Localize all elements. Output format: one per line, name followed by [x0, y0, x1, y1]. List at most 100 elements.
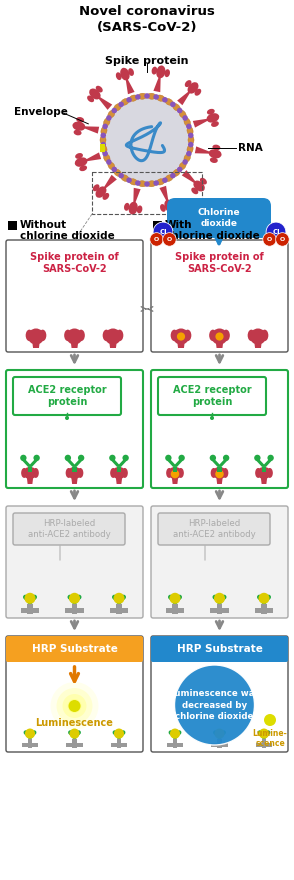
Ellipse shape [26, 330, 33, 341]
Ellipse shape [76, 117, 84, 122]
Circle shape [69, 700, 81, 712]
Text: RNA: RNA [238, 143, 263, 153]
Ellipse shape [103, 118, 110, 127]
Ellipse shape [147, 180, 156, 187]
Ellipse shape [100, 136, 106, 144]
Ellipse shape [76, 730, 81, 735]
Ellipse shape [113, 730, 117, 735]
Polygon shape [263, 734, 270, 738]
Circle shape [170, 101, 176, 107]
Ellipse shape [168, 595, 173, 599]
Ellipse shape [122, 455, 129, 461]
FancyBboxPatch shape [6, 370, 143, 488]
Ellipse shape [187, 127, 193, 136]
Ellipse shape [266, 595, 271, 599]
Polygon shape [95, 94, 112, 110]
Ellipse shape [211, 328, 228, 345]
Polygon shape [24, 734, 31, 738]
Polygon shape [173, 734, 181, 738]
Bar [72, 466, 77, 472]
Text: Without: Without [20, 220, 67, 230]
Ellipse shape [20, 455, 26, 461]
Circle shape [150, 232, 163, 246]
Circle shape [214, 729, 225, 738]
Bar [173, 466, 177, 472]
Polygon shape [28, 459, 39, 466]
Text: chlorine dioxide: chlorine dioxide [165, 231, 260, 241]
Bar [167, 743, 183, 747]
Polygon shape [110, 459, 121, 466]
Circle shape [69, 593, 80, 604]
Ellipse shape [77, 330, 85, 341]
Text: ACE2 receptor
protein: ACE2 receptor protein [173, 385, 251, 407]
Ellipse shape [267, 468, 273, 478]
Ellipse shape [129, 95, 138, 101]
Ellipse shape [156, 179, 165, 185]
Text: Spike protein of
SARS-CoV-2: Spike protein of SARS-CoV-2 [30, 252, 119, 275]
Bar [92, 172, 202, 214]
Ellipse shape [101, 144, 107, 154]
Polygon shape [218, 598, 226, 604]
Circle shape [126, 97, 132, 103]
Ellipse shape [68, 595, 72, 599]
Circle shape [169, 593, 181, 604]
Bar [116, 604, 121, 614]
Polygon shape [24, 598, 32, 604]
Bar [261, 604, 267, 614]
Circle shape [102, 123, 108, 129]
Ellipse shape [258, 730, 262, 735]
Ellipse shape [173, 104, 180, 111]
Ellipse shape [184, 118, 191, 127]
Polygon shape [173, 598, 181, 604]
Ellipse shape [177, 595, 182, 599]
Ellipse shape [165, 174, 173, 181]
Text: Luminescence: Luminescence [36, 718, 113, 728]
Ellipse shape [121, 99, 129, 106]
Ellipse shape [165, 99, 173, 106]
Ellipse shape [34, 455, 40, 461]
Bar [27, 604, 33, 614]
Circle shape [263, 232, 276, 246]
Text: HRP Substrate: HRP Substrate [31, 644, 117, 654]
Polygon shape [258, 734, 265, 738]
Ellipse shape [137, 205, 142, 213]
Circle shape [177, 107, 183, 114]
Ellipse shape [184, 330, 191, 341]
Polygon shape [69, 734, 76, 738]
Ellipse shape [152, 67, 157, 75]
Ellipse shape [223, 455, 229, 461]
Ellipse shape [121, 174, 129, 181]
Ellipse shape [28, 328, 44, 345]
Ellipse shape [173, 169, 180, 177]
Polygon shape [177, 336, 186, 348]
Circle shape [266, 222, 286, 242]
Text: Spike protein: Spike protein [105, 56, 189, 66]
Ellipse shape [257, 595, 262, 599]
Ellipse shape [213, 595, 217, 599]
Polygon shape [216, 473, 223, 484]
Ellipse shape [112, 467, 126, 479]
Bar [117, 738, 121, 748]
Polygon shape [81, 152, 101, 162]
Ellipse shape [254, 455, 260, 461]
Ellipse shape [93, 184, 99, 191]
Ellipse shape [195, 89, 201, 96]
Ellipse shape [268, 455, 274, 461]
Circle shape [24, 593, 36, 604]
Circle shape [111, 166, 117, 172]
Ellipse shape [188, 82, 198, 93]
Polygon shape [215, 336, 224, 348]
Circle shape [106, 99, 188, 181]
Circle shape [144, 181, 150, 187]
Bar [8, 221, 17, 230]
Text: Luminescence was
decreased by
chlorine dioxide: Luminescence was decreased by chlorine d… [169, 689, 260, 721]
Ellipse shape [166, 468, 172, 478]
Ellipse shape [108, 110, 115, 118]
Ellipse shape [173, 328, 189, 345]
Circle shape [210, 416, 214, 420]
Circle shape [182, 159, 188, 165]
Ellipse shape [213, 467, 226, 479]
Ellipse shape [187, 144, 193, 154]
Circle shape [170, 172, 176, 179]
Ellipse shape [179, 110, 186, 118]
